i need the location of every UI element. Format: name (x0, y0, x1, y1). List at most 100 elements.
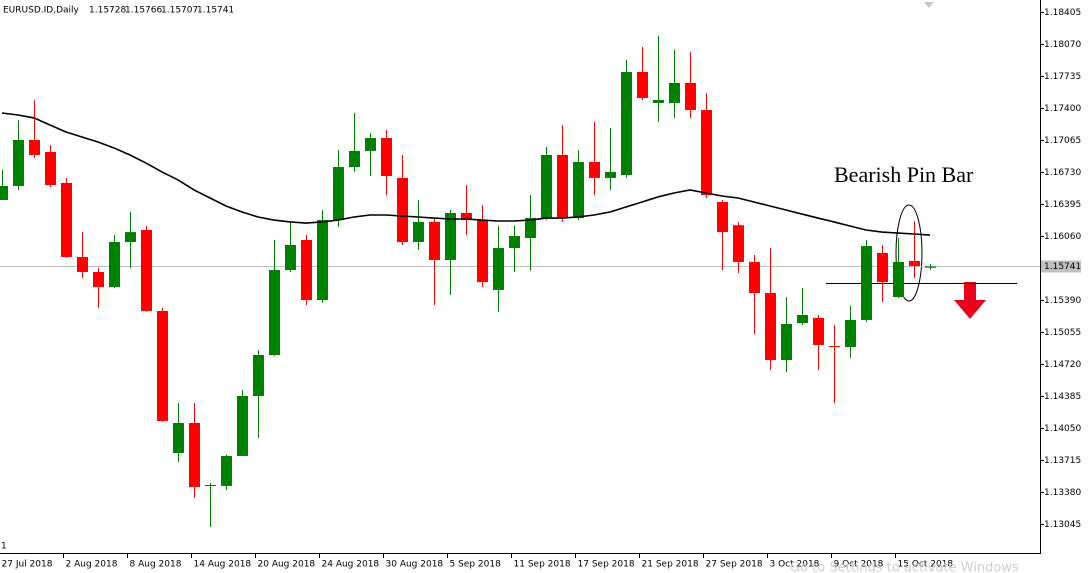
x-tick-label: 27 Jul 2018 (2, 560, 53, 570)
candle-body (781, 323, 792, 361)
x-tick-label: 14 Aug 2018 (194, 560, 252, 570)
candle-body (813, 317, 824, 345)
y-tick-label: 1.16060 (1044, 232, 1081, 242)
watermark: Go to Settings to activate Windows (790, 561, 1019, 573)
candle-body (541, 155, 552, 219)
candle-body (797, 314, 808, 324)
candle-body (717, 202, 728, 233)
x-tick-label: 27 Sep 2018 (706, 560, 763, 570)
x-tick-label: 21 Sep 2018 (642, 560, 699, 570)
candle-body (77, 257, 88, 273)
candle-body (733, 225, 744, 262)
candle-body (109, 242, 120, 288)
candle-body (93, 272, 104, 288)
x-tick-label: 15 Oct 2018 (898, 560, 954, 570)
x-tick-label: 3 Oct 2018 (770, 560, 820, 570)
ohlc-close: 1.15741 (197, 6, 234, 16)
candle-body (349, 150, 360, 168)
candle-body (205, 484, 216, 486)
x-tick-label: 2 Aug 2018 (66, 560, 118, 570)
candle-body (221, 455, 232, 486)
x-tick-label: 8 Aug 2018 (130, 560, 182, 570)
candle-body (173, 423, 184, 454)
candle-body (749, 261, 760, 294)
candle-body (685, 82, 696, 111)
moving-average (1, 112, 931, 236)
candle-body (925, 266, 936, 268)
candle-body (653, 99, 664, 103)
candle-body (493, 248, 504, 290)
y-tick-label: 1.14050 (1044, 424, 1081, 434)
y-tick-label: 1.14720 (1044, 360, 1081, 370)
candle-body (285, 244, 296, 271)
candle-body (909, 261, 920, 266)
down-arrow (954, 282, 986, 319)
candle-body (397, 177, 408, 243)
price-label: 1.15741 (1044, 262, 1081, 272)
candle-body (877, 253, 888, 283)
candle-body (589, 161, 600, 178)
y-tick-label: 1.18405 (1044, 8, 1081, 18)
candle-body (701, 110, 712, 196)
y-tick-label: 1.18070 (1044, 40, 1081, 50)
candle-body (0, 185, 8, 200)
pin-bar-ellipse (895, 204, 923, 302)
candle-body (605, 171, 616, 178)
y-tick-label: 1.15055 (1044, 328, 1081, 338)
candle-body (861, 246, 872, 320)
candle-body (333, 167, 344, 221)
candle-body (461, 212, 472, 221)
candle-body (621, 72, 632, 175)
candle-body (829, 346, 840, 348)
ohlc-high: 1.15766 (125, 6, 162, 16)
y-tick-label: 1.17735 (1044, 72, 1081, 82)
y-tick-label: 1.13045 (1044, 520, 1081, 530)
candle-body (573, 161, 584, 219)
candle-body (29, 140, 40, 156)
y-tick-label: 1.16395 (1044, 200, 1081, 210)
x-tick-label: 17 Sep 2018 (578, 560, 635, 570)
candle-body (765, 293, 776, 361)
y-tick-label: 1.14385 (1044, 392, 1081, 402)
candle-body (477, 220, 488, 283)
y-tick-label: 1.17065 (1044, 136, 1081, 146)
y-tick-label: 1.13715 (1044, 456, 1081, 466)
y-tick-label: 1.17400 (1044, 104, 1081, 114)
candle-body (893, 261, 904, 298)
symbol: EURUSD.ID,Daily (3, 6, 80, 16)
candle-body (637, 72, 648, 98)
candle-body (509, 236, 520, 249)
candle-body (845, 319, 856, 347)
candle-body (429, 221, 440, 260)
candle-body (269, 270, 280, 356)
candle-body (253, 355, 264, 396)
candle-body (157, 310, 168, 422)
candle-body (237, 395, 248, 456)
candle-body (557, 155, 568, 219)
x-tick-label: 24 Aug 2018 (322, 560, 380, 570)
corner-mark: 1 (1, 542, 7, 552)
candle-body (381, 138, 392, 177)
x-tick-label: 5 Sep 2018 (450, 560, 502, 570)
candle-body (669, 82, 680, 103)
candle-body (525, 218, 536, 239)
candle-body (61, 182, 72, 258)
shift-marker (924, 2, 934, 8)
candle-body (45, 151, 56, 186)
candle-body (317, 220, 328, 300)
x-tick-label: 30 Aug 2018 (386, 560, 444, 570)
x-tick-label: 9 Oct 2018 (834, 560, 884, 570)
candle-body (445, 212, 456, 260)
candle-body (125, 232, 136, 243)
candle-body (413, 221, 424, 243)
candle-body (13, 140, 24, 186)
x-tick-label: 20 Aug 2018 (258, 560, 316, 570)
ohlc-open: 1.15728 (89, 6, 126, 16)
y-tick-label: 1.15390 (1044, 296, 1081, 306)
candle-body (189, 423, 200, 488)
y-tick-label: 1.16730 (1044, 168, 1081, 178)
price-label-bg (1041, 260, 1081, 273)
candle-body (141, 229, 152, 311)
